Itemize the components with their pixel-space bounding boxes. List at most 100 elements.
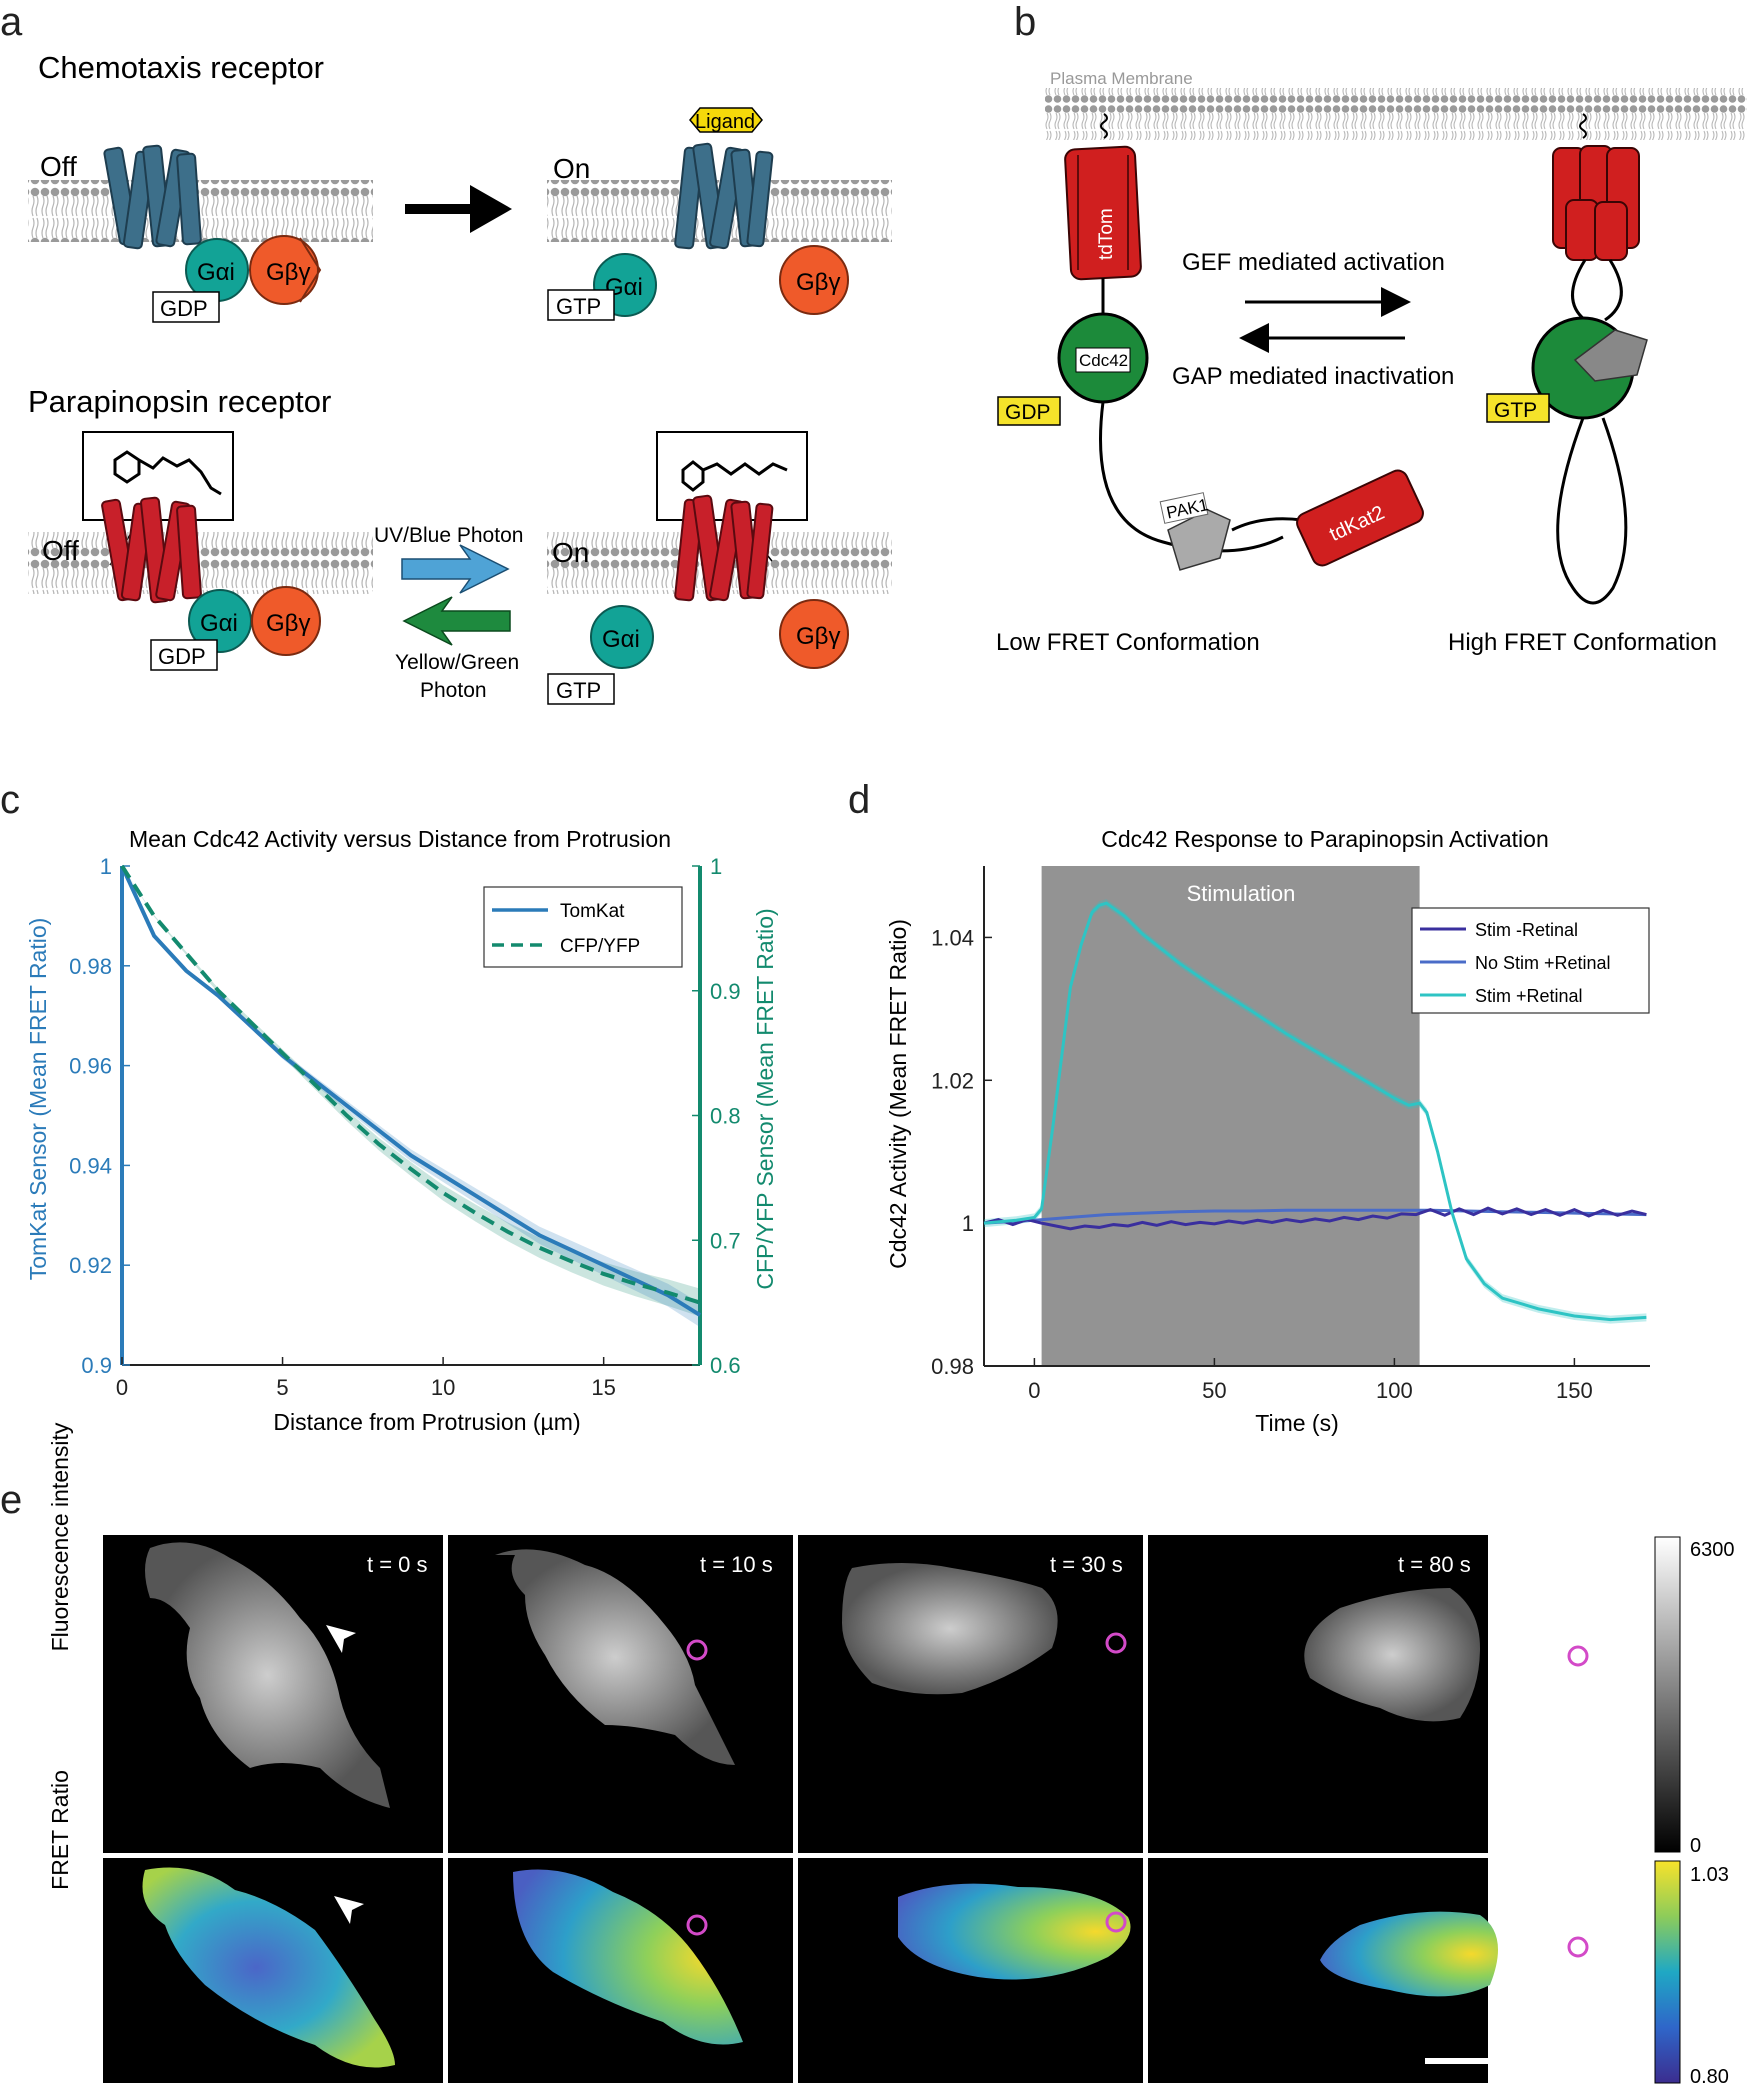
x-tick-label: 50 xyxy=(1202,1378,1226,1403)
time-label-0: t = 0 s xyxy=(367,1552,428,1577)
y2-tick-label: 0.6 xyxy=(710,1353,741,1378)
galpha-label-4: Gαi xyxy=(602,626,640,653)
retinal-molecule-on xyxy=(681,460,788,492)
gtp-box-b xyxy=(1486,393,1550,423)
pak1-high xyxy=(1573,329,1648,382)
x-tick-label: 0 xyxy=(1028,1378,1040,1403)
cell-fluor-0 xyxy=(145,1542,390,1808)
x-tick-label: 5 xyxy=(276,1375,288,1400)
gdp-box-b xyxy=(997,396,1061,426)
roi-circle-4 xyxy=(686,1914,708,1936)
off-label-1: Off xyxy=(40,151,77,182)
chart-c-legend: TomKat CFP/YFP xyxy=(483,886,683,968)
y-tick-label: 0.96 xyxy=(69,1054,112,1079)
stimulation-label: Stimulation xyxy=(1187,881,1296,906)
y-tick-label: 1.04 xyxy=(931,925,974,950)
cdc42-label: Cdc42 xyxy=(1079,351,1128,370)
y-tick-label: 0.98 xyxy=(931,1354,974,1379)
gdp-label-b: GDP xyxy=(1005,401,1051,424)
gbg-label-3: Gβγ xyxy=(266,610,310,637)
high-fret-label: High FRET Conformation xyxy=(1448,629,1717,656)
off-label-2: Off xyxy=(42,535,79,566)
galpha-label-3: Gαi xyxy=(200,610,238,637)
yellow-green-label-1: Yellow/Green xyxy=(395,651,519,674)
roi-circle-5 xyxy=(1105,1911,1127,1933)
cell-fret-1 xyxy=(513,1869,743,2045)
gdp-box-2 xyxy=(150,639,218,671)
gbg-para-off xyxy=(251,586,322,656)
panel-b: Plasma Membrane tdTom Cdc42 GDP PAK1 tdK… xyxy=(996,69,1747,656)
y2-tick-label: 0.7 xyxy=(710,1228,741,1253)
gdp-box-1 xyxy=(152,291,220,323)
receptor-para-off xyxy=(101,496,202,604)
yellow-green-label-2: Photon xyxy=(420,679,487,702)
x-tick-label: 10 xyxy=(431,1375,455,1400)
y-tick-label: 1 xyxy=(962,1211,974,1236)
cbar-gray-max: 6300 xyxy=(1690,1539,1735,1561)
chart-distance: Mean Cdc42 Activity versus Distance from… xyxy=(25,826,778,1435)
receptor-para-on xyxy=(674,494,774,602)
tdtom-barrel: tdTom xyxy=(1064,145,1142,281)
gap-label: GAP mediated inactivation xyxy=(1172,363,1454,390)
green-arrow xyxy=(402,596,511,646)
gdp-label-2: GDP xyxy=(158,644,206,669)
panel-a: Chemotaxis receptor Off Gαi Gβγ GDP On L… xyxy=(28,50,892,705)
row-label-fluorescence: Fluorescence intensity xyxy=(47,1422,73,1651)
y-tick-label: 0.92 xyxy=(69,1253,112,1278)
roi-circle-6 xyxy=(1567,1936,1589,1958)
fluorescence-tiles: t = 0 s t = 10 s t = 30 s t = 80 s xyxy=(103,1535,1589,1853)
ligand-shape xyxy=(689,107,763,133)
galpha-label-1: Gαi xyxy=(197,259,235,286)
legend-label-stim-neg: Stim -Retinal xyxy=(1475,920,1578,940)
colorbar-viridis xyxy=(1654,1860,1681,2084)
receptor-chemotaxis-on xyxy=(674,142,774,250)
series-line-tomkat xyxy=(120,865,702,1317)
cbar-viridis-max: 1.03 xyxy=(1690,1864,1729,1886)
legend-label-tomkat: TomKat xyxy=(560,901,625,922)
chart-d-title: Cdc42 Response to Parapinopsin Activatio… xyxy=(1101,826,1549,852)
gtp-label-2: GTP xyxy=(556,678,601,703)
panel-e: Fluorescence intensity FRET Ratio t = 0 … xyxy=(47,1422,1735,2088)
cbar-gray-min: 0 xyxy=(1690,1835,1701,1857)
legend-label-nostim: No Stim +Retinal xyxy=(1475,953,1611,973)
cell-fret-2 xyxy=(898,1883,1131,1980)
cell-fluor-2 xyxy=(842,1563,1058,1695)
time-label-3: t = 80 s xyxy=(1398,1552,1471,1577)
gef-label: GEF mediated activation xyxy=(1182,249,1445,276)
on-label-1: On xyxy=(553,153,590,184)
series-line-stim-pos xyxy=(983,901,1647,1322)
cell-fret-3 xyxy=(1320,1911,1498,1997)
chart-d-xlabel: Time (s) xyxy=(1255,1410,1338,1436)
uv-arrow xyxy=(401,544,510,594)
y-tick-label: 0.94 xyxy=(69,1153,112,1178)
receptor-chemotaxis-off xyxy=(103,144,202,250)
scale-bar xyxy=(1425,2058,1597,2064)
roi-circle-1 xyxy=(686,1639,708,1661)
ligand-label: Ligand xyxy=(695,111,755,133)
big-arrow xyxy=(405,185,512,233)
gtp-label-1: GTP xyxy=(556,294,601,319)
plasma-membrane-label: Plasma Membrane xyxy=(1050,69,1193,88)
plasma-membrane xyxy=(1045,88,1747,140)
chart-time: Cdc42 Response to Parapinopsin Activatio… xyxy=(885,826,1650,1436)
x-tick-label: 100 xyxy=(1376,1378,1413,1403)
chart-c-xlabel: Distance from Protrusion (µm) xyxy=(273,1409,580,1435)
y-tick-label: 1.02 xyxy=(931,1068,974,1093)
x-tick-label: 0 xyxy=(116,1375,128,1400)
chart-c-title: Mean Cdc42 Activity versus Distance from… xyxy=(129,826,671,852)
y2-tick-label: 0.9 xyxy=(710,979,741,1004)
gbg-label-1: Gβγ xyxy=(266,259,310,286)
panel-letter-b: b xyxy=(1014,0,1037,44)
gbg-label-2: Gβγ xyxy=(796,269,840,296)
chart-c-ylabel: TomKat Sensor (Mean FRET Ratio) xyxy=(25,918,51,1281)
legend-label-cfp: CFP/YFP xyxy=(560,936,640,957)
y2-tick-label: 1 xyxy=(710,854,722,879)
legend-label-stim-pos: Stim +Retinal xyxy=(1475,986,1583,1006)
galpha-para-on xyxy=(590,605,654,669)
series-line-stim-neg xyxy=(983,1206,1647,1231)
cell-fret-0 xyxy=(142,1867,395,2068)
panel-letter-e: e xyxy=(0,1478,23,1522)
cell-fluor-1 xyxy=(495,1549,735,1765)
galpha-para-off xyxy=(188,589,252,653)
cbar-viridis-min: 0.80 xyxy=(1690,2066,1729,2088)
